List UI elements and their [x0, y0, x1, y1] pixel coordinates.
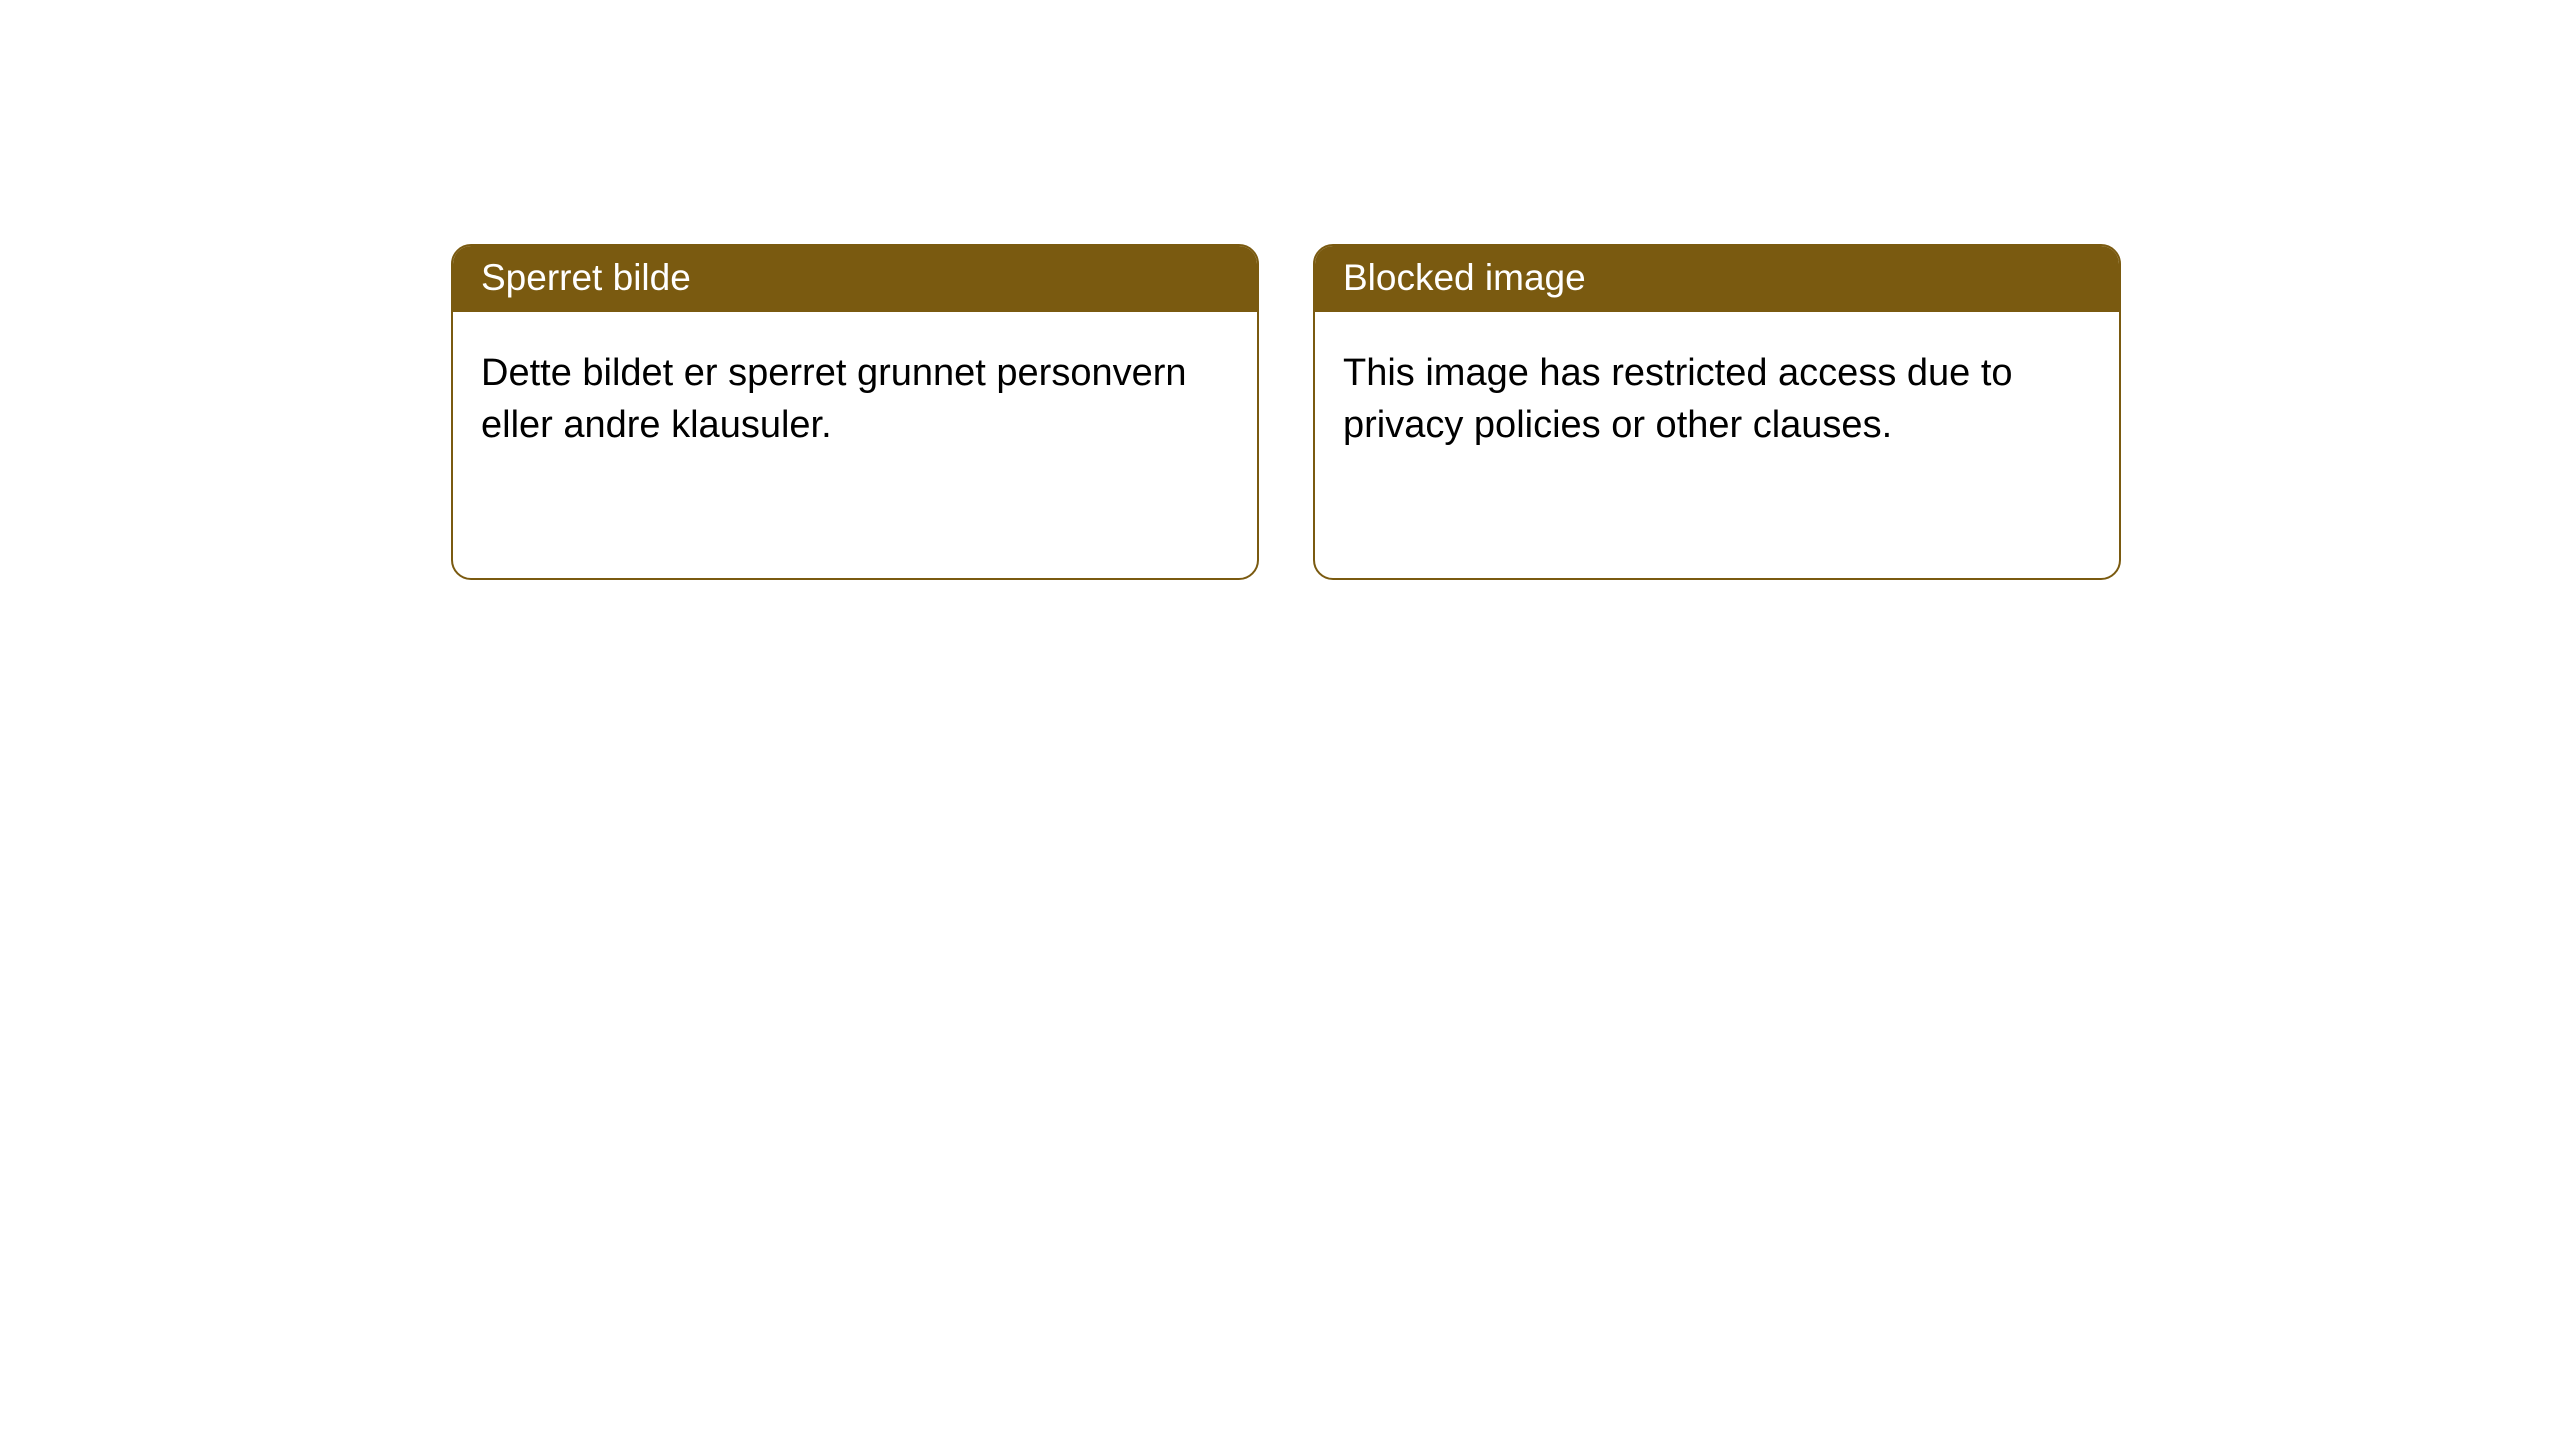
card-body: Dette bildet er sperret grunnet personve… — [453, 312, 1257, 487]
card-header: Blocked image — [1315, 246, 2119, 312]
notice-card-english: Blocked image This image has restricted … — [1313, 244, 2121, 580]
notice-card-norwegian: Sperret bilde Dette bildet er sperret gr… — [451, 244, 1259, 580]
card-body: This image has restricted access due to … — [1315, 312, 2119, 487]
notice-cards-container: Sperret bilde Dette bildet er sperret gr… — [451, 244, 2121, 580]
card-header: Sperret bilde — [453, 246, 1257, 312]
